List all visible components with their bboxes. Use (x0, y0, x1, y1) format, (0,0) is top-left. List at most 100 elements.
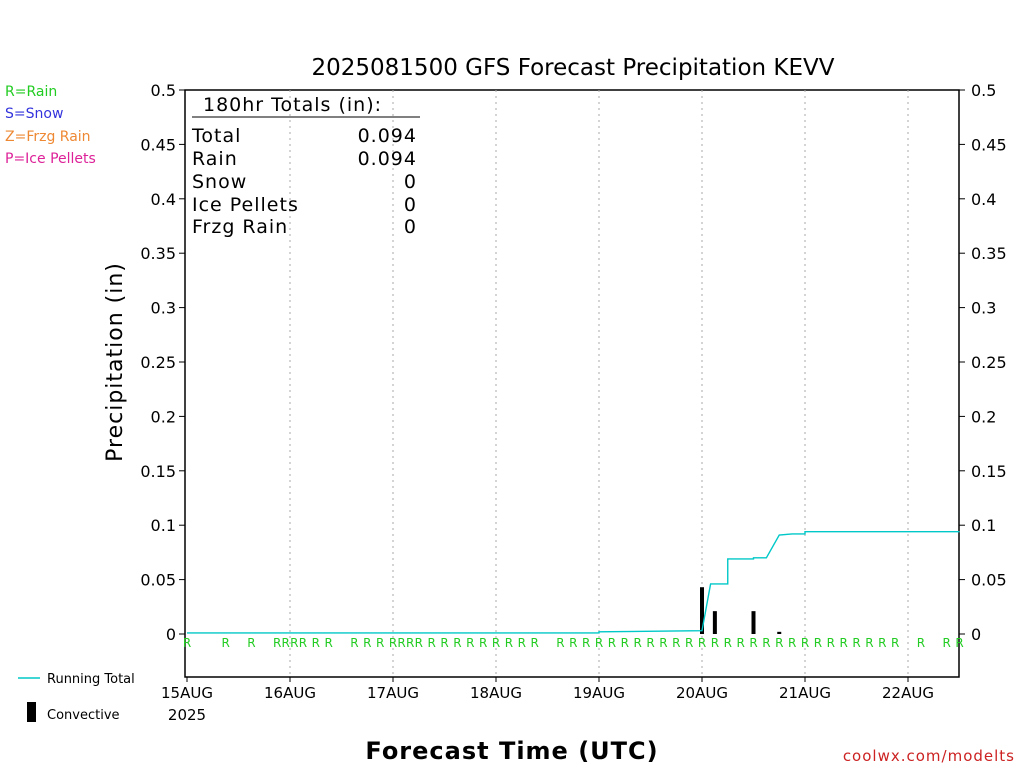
convective-bar (777, 631, 782, 634)
totals-label-ice-pellets: Ice Pellets (192, 194, 299, 216)
x-tick-label: 17AUG (367, 684, 419, 702)
totals-value-snow: 0 (404, 171, 417, 193)
running-total-legend-label: Running Total (47, 672, 135, 687)
totals-value-rain: 0.094 (358, 148, 417, 170)
rain-mark: R (942, 636, 950, 650)
legend-snow: S=Snow (5, 106, 63, 122)
x-year-label: 2025 (168, 706, 206, 724)
y-tick-label: 0.15 (971, 462, 1007, 481)
rain-mark: R (801, 636, 809, 650)
x-tick-label: 20AUG (676, 684, 728, 702)
y-tick-label: 0.5 (151, 81, 176, 100)
y-tick-label: 0 (166, 625, 176, 644)
rain-mark: R (479, 636, 487, 650)
rain-mark: R (878, 636, 886, 650)
rain-mark: R (247, 636, 255, 650)
y-tick-label: 0.4 (971, 190, 996, 209)
totals-label-rain: Rain (192, 148, 238, 170)
totals-box: 180hr Totals (in): Total 0.094 Rain 0.09… (191, 94, 420, 238)
rain-mark: R (324, 636, 332, 650)
rain-mark: R (955, 636, 963, 650)
totals-label-frzg-rain: Frzg Rain (192, 216, 288, 238)
rain-mark: R (389, 636, 397, 650)
rain-mark: R (659, 636, 667, 650)
rain-mark: R (376, 636, 384, 650)
y-tick-label: 0.15 (140, 462, 176, 481)
y-tick-label: 0.1 (151, 516, 176, 535)
legend-rain: R=Rain (5, 84, 57, 100)
rain-mark: R (852, 636, 860, 650)
y-tick-label: 0.3 (971, 299, 996, 318)
rain-mark: R (736, 636, 744, 650)
x-axis-label: Forecast Time (UTC) (365, 737, 658, 765)
rain-mark: R (312, 636, 320, 650)
convective-bar (751, 611, 756, 634)
x-tick-label: 15AUG (161, 684, 213, 702)
rain-mark: R (839, 636, 847, 650)
x-tick-label: 22AUG (882, 684, 934, 702)
totals-header: 180hr Totals (in): (203, 94, 382, 116)
x-tick-label: 18AUG (470, 684, 522, 702)
gridlines (289, 90, 909, 677)
rain-mark: R (466, 636, 474, 650)
rain-mark: R (415, 636, 423, 650)
x-axis: 15AUG 16AUG 17AUG 18AUG 19AUG 20AUG 21AUG 22AUG… (161, 677, 934, 724)
rain-mark: R (827, 636, 835, 650)
totals-label-total: Total (191, 125, 241, 147)
rain-mark: R (363, 636, 371, 650)
rain-mark: R (582, 636, 590, 650)
convective-bar (712, 611, 717, 634)
rain-mark: R (595, 636, 603, 650)
y-tick-label: 0.2 (971, 407, 996, 426)
y-tick-label: 0.25 (140, 353, 176, 372)
rain-mark: R (453, 636, 461, 650)
rain-mark: R (492, 636, 500, 650)
rain-mark: R (788, 636, 796, 650)
y-tick-label: 0.35 (140, 244, 176, 263)
rain-mark: R (406, 636, 414, 650)
y-tick-label: 0.3 (151, 299, 176, 318)
convective-bar (700, 587, 704, 634)
x-tick-label: 16AUG (264, 684, 316, 702)
legend-frzg-rain: Z=Frzg Rain (5, 129, 91, 145)
rain-mark: R (646, 636, 654, 650)
y-tick-label: 0.05 (971, 571, 1007, 590)
y-tick-label: 0 (971, 625, 981, 644)
y-tick-label: 0.5 (971, 81, 996, 100)
convective-bars (700, 587, 782, 634)
x-tick-label: 19AUG (573, 684, 625, 702)
rain-mark: R (397, 636, 405, 650)
totals-label-snow: Snow (192, 171, 247, 193)
rain-mark: R (711, 636, 719, 650)
rain-mark: R (556, 636, 564, 650)
rain-mark: R (685, 636, 693, 650)
rain-mark: R (505, 636, 513, 650)
rain-mark: R (530, 636, 538, 650)
y-tick-label: 0.25 (971, 353, 1007, 372)
convective-legend-label: Convective (47, 708, 120, 723)
rain-mark: R (282, 636, 290, 650)
legend-ice-pellets: P=Ice Pellets (5, 151, 96, 167)
rain-mark: R (299, 636, 307, 650)
chart-title: 2025081500 GFS Forecast Precipitation KE… (312, 55, 835, 81)
totals-value-ice-pellets: 0 (404, 194, 417, 216)
rain-mark: R (608, 636, 616, 650)
rain-mark: R (350, 636, 358, 650)
rain-mark: R (633, 636, 641, 650)
y-tick-label: 0.35 (971, 244, 1007, 263)
y-tick-label: 0.05 (140, 571, 176, 590)
rain-mark: R (698, 636, 706, 650)
credit-text: coolwx.com/modelts (843, 747, 1015, 765)
rain-mark: R (440, 636, 448, 650)
rain-mark: R (917, 636, 925, 650)
rain-mark: R (427, 636, 435, 650)
y-axis-right: 0 0.05 0.1 0.15 0.2 0.25 0.3 0.35 0.4 0.45 0.5 (959, 81, 1007, 644)
rain-mark: R (621, 636, 629, 650)
y-axis-left: 0 0.05 0.1 0.15 0.2 0.25 0.3 0.35 0.4 0.45 0.5 (140, 81, 185, 644)
y-tick-label: 0.45 (140, 135, 176, 154)
totals-value-frzg-rain: 0 (404, 216, 417, 238)
totals-value-total: 0.094 (358, 125, 417, 147)
rain-mark: R (749, 636, 757, 650)
y-tick-label: 0.1 (971, 516, 996, 535)
